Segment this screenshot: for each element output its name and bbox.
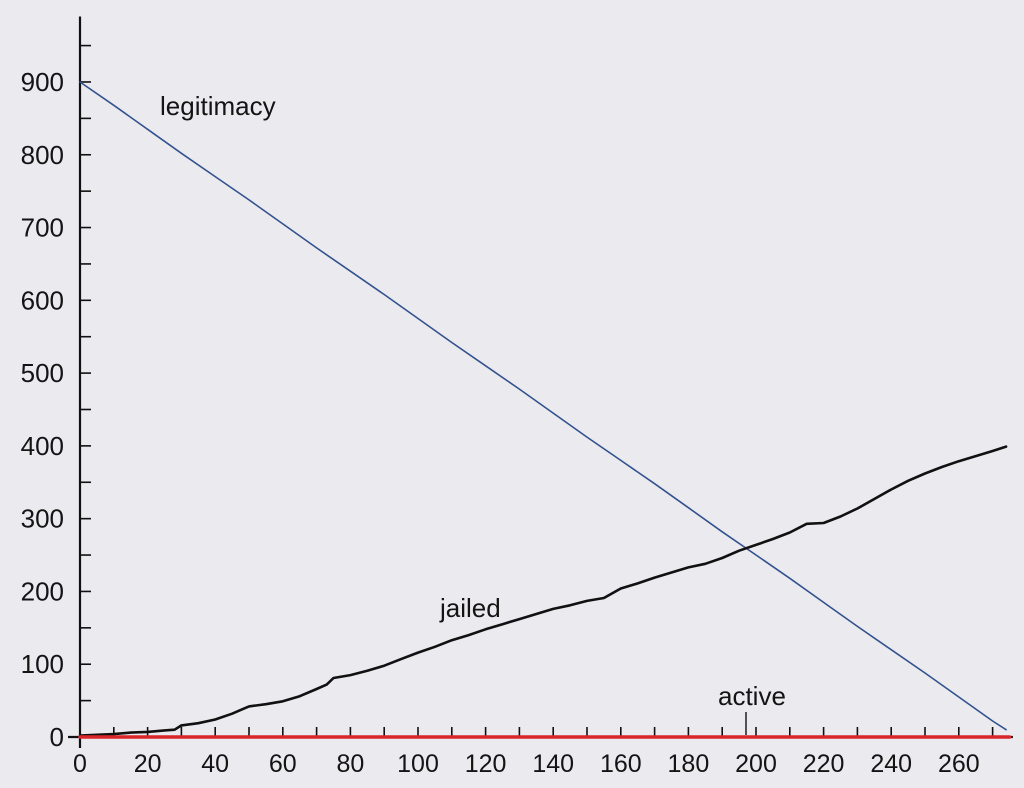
y-tick-label: 300 <box>21 504 64 534</box>
x-tick-label: 240 <box>870 750 912 778</box>
y-tick-label: 800 <box>21 140 64 170</box>
x-tick-label: 260 <box>938 750 980 778</box>
series-label-jailed: jailed <box>439 593 501 623</box>
y-tick-label: 600 <box>21 285 64 315</box>
x-tick-label: 140 <box>532 750 574 778</box>
x-tick-label: 60 <box>269 750 297 778</box>
x-tick-label: 20 <box>134 750 162 778</box>
x-tick-label: 80 <box>336 750 364 778</box>
x-tick-label: 100 <box>397 750 439 778</box>
y-tick-label: 500 <box>21 358 64 388</box>
series-labels: legitimacy jailed active <box>160 91 786 735</box>
x-tick-label: 160 <box>600 750 642 778</box>
y-tick-label: 700 <box>21 213 64 243</box>
x-tick-label: 0 <box>73 750 87 778</box>
series-line-jailed <box>78 445 1008 737</box>
y-tick-label: 0 <box>50 722 64 752</box>
x-tick-label: 200 <box>735 750 777 778</box>
x-tick-label: 220 <box>803 750 845 778</box>
x-tick-label: 40 <box>201 750 229 778</box>
series-label-active: active <box>718 681 786 711</box>
axes: 0 100 200 300 400 500 600 700 800 900 0 20 40 60 80 100… <box>21 16 1013 778</box>
x-tick-label: 120 <box>465 750 507 778</box>
series-line-legitimacy <box>79 81 1007 731</box>
y-tick-label: 400 <box>21 431 64 461</box>
y-tick-label: 100 <box>21 649 64 679</box>
series-label-legitimacy: legitimacy <box>160 91 276 121</box>
x-tick-label: 180 <box>668 750 710 778</box>
y-tick-label: 900 <box>21 67 64 97</box>
series-lines <box>78 81 1012 739</box>
y-tick-label: 200 <box>21 576 64 606</box>
